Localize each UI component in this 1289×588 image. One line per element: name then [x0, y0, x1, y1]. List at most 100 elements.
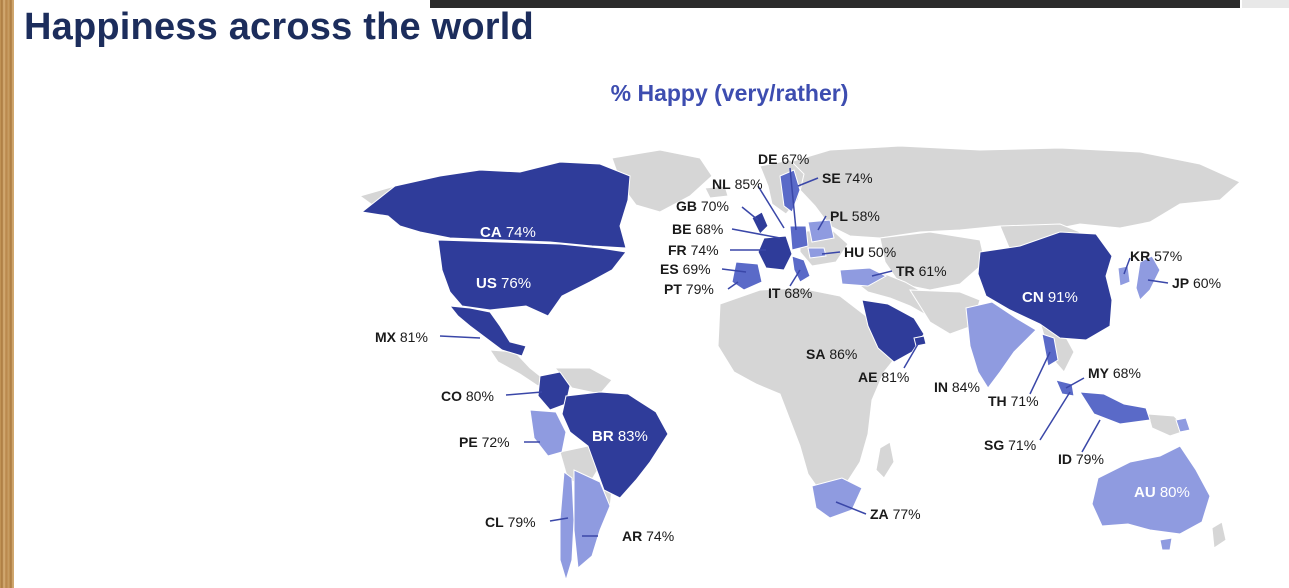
shape-indonesia: [1079, 391, 1151, 425]
leader-th: [1029, 351, 1051, 395]
label-th: TH 71%: [988, 393, 1039, 409]
shape-france: [757, 235, 793, 271]
label-fr: FR 74%: [668, 242, 719, 258]
wood-edge-decoration: [0, 0, 14, 588]
land-central-america: [489, 349, 546, 387]
shape-india: [965, 301, 1037, 389]
label-za: ZA 77%: [870, 506, 921, 522]
top-window-strip-right: [1242, 0, 1289, 8]
leader-tr: [871, 270, 893, 277]
label-id: ID 79%: [1058, 451, 1104, 467]
shape-uae: [913, 335, 927, 347]
leader-hu: [821, 251, 841, 255]
label-pt: PT 79%: [664, 281, 714, 297]
label-cl: CL 79%: [485, 514, 536, 530]
shape-italy: [791, 255, 811, 283]
shape-south-africa: [811, 477, 863, 519]
label-it: IT 68%: [768, 285, 812, 301]
shape-brazil: [561, 391, 669, 499]
shape-peru: [529, 409, 567, 457]
dark-countries: [360, 161, 1113, 499]
shape-japan: [1135, 255, 1161, 301]
leader-sg: [1039, 391, 1071, 441]
leader-gb: [741, 206, 759, 221]
shape-mexico: [448, 305, 527, 357]
shape-png-east: [1175, 417, 1191, 433]
leader-ae: [903, 343, 919, 369]
leader-se: [797, 177, 819, 187]
label-be: BE 68%: [672, 221, 723, 237]
shape-germany: [789, 225, 809, 251]
leader-nl: [757, 185, 785, 229]
page-title: Happiness across the world: [24, 6, 534, 48]
label-sa: SA 86%: [806, 346, 857, 362]
leader-pt: [727, 281, 739, 290]
label-se: SE 74%: [822, 170, 873, 186]
leader-be: [731, 228, 781, 239]
label-ar: AR 74%: [622, 528, 674, 544]
leader-lines: [439, 167, 1169, 537]
label-es: ES 69%: [660, 261, 711, 277]
label-my: MY 68%: [1088, 365, 1141, 381]
shape-usa: [437, 239, 627, 317]
top-window-strip: [430, 0, 1240, 8]
leader-cl: [549, 517, 569, 522]
shape-argentina: [573, 469, 611, 569]
label-sg: SG 71%: [984, 437, 1036, 453]
label-jp: JP 60%: [1172, 275, 1221, 291]
leader-id: [1081, 419, 1101, 453]
leader-my: [1065, 377, 1085, 389]
shape-canada: [360, 161, 631, 249]
land-russia: [789, 145, 1241, 239]
label-us: US 76%: [476, 275, 531, 292]
label-de: DE 67%: [758, 151, 809, 167]
shape-chile: [559, 471, 575, 582]
shape-saudi: [861, 299, 925, 363]
shape-turkey: [839, 267, 888, 287]
shape-australia: [1091, 445, 1211, 535]
leader-za: [835, 501, 867, 515]
label-in: IN 84%: [934, 379, 980, 395]
land-africa: [717, 287, 901, 495]
label-hu: HU 50%: [844, 244, 896, 260]
label-br: BR 83%: [592, 428, 648, 445]
leader-jp: [1147, 279, 1169, 284]
label-ca: CA 74%: [480, 224, 536, 241]
shape-sweden: [779, 169, 801, 213]
country-labels: CA 74% US 76% MX 81% CO 80% PE 72% BR 83…: [375, 151, 1221, 544]
label-gb: GB 70%: [676, 198, 729, 214]
map-subtitle: % Happy (very/rather): [610, 80, 849, 106]
land-iceland: [704, 185, 729, 199]
shape-spain: [731, 261, 763, 291]
light-countries: [529, 219, 1211, 582]
shape-tasmania: [1159, 537, 1173, 551]
land-central-asia: [879, 231, 986, 291]
shape-uk: [751, 211, 769, 235]
label-mx: MX 81%: [375, 329, 428, 345]
label-au: AU 80%: [1134, 484, 1190, 501]
leader-co: [505, 391, 543, 396]
label-nl: NL 85%: [712, 176, 763, 192]
shape-china: [977, 231, 1113, 341]
leader-kr: [1123, 257, 1131, 275]
leader-es: [721, 268, 747, 273]
shape-thailand: [1041, 333, 1059, 367]
label-pe: PE 72%: [459, 434, 510, 450]
land-nz: [1211, 521, 1227, 549]
shape-malaysia: [1055, 379, 1075, 397]
label-ae: AE 81%: [858, 369, 909, 385]
leader-it: [789, 269, 801, 287]
leader-mx: [439, 335, 481, 339]
label-cn: CN 91%: [1022, 289, 1078, 306]
mid-countries: [731, 169, 1151, 425]
shape-korea: [1117, 265, 1131, 287]
label-kr: KR 57%: [1130, 248, 1182, 264]
leader-de: [789, 167, 797, 231]
land-png: [1147, 413, 1189, 437]
label-tr: TR 61%: [896, 263, 947, 279]
land-madagascar: [875, 441, 895, 479]
leader-pl: [817, 215, 827, 231]
label-pl: PL 58%: [830, 208, 880, 224]
shape-hungary: [807, 247, 827, 259]
